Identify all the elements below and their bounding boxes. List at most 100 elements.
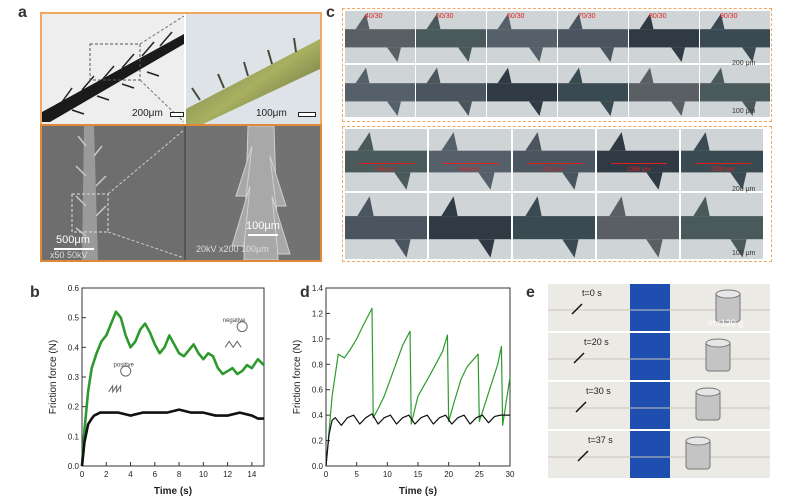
panel-d-letter: d: [300, 284, 310, 301]
spacing-marker: [443, 163, 499, 164]
panel-a-letter: a: [18, 4, 27, 21]
ratio-label: 60/30: [507, 13, 525, 20]
x-tick-label: 0: [324, 470, 329, 479]
x-tick-label: 14: [247, 470, 256, 479]
y-tick-label: 0.6: [68, 284, 80, 293]
scale-label: 100μm: [256, 108, 287, 119]
time-label: t=0 s: [582, 288, 602, 298]
c-top-micrograph-zoom: [487, 65, 557, 117]
y-tick-label: 1.0: [312, 335, 324, 344]
legend-positive-label: positive: [114, 363, 135, 369]
spacing-label: 912 μm: [543, 167, 564, 173]
optical-image-right: 100μm: [186, 14, 320, 124]
chart-d: 0 5 10 15 20 25 30 0.0 0.2 0.4 0.6 0.8 1.0 1.2 1.4 Time…: [292, 284, 515, 496]
c-top-micrograph: [345, 11, 415, 63]
series-line: [80, 310, 265, 467]
y-tick-label: 0.0: [312, 462, 324, 471]
panel-a-optical-frame: 200μm 100μm: [40, 12, 322, 126]
panel-b-letter: b: [30, 284, 40, 301]
scale-label: 200 μm: [732, 186, 756, 193]
x-tick-label: 15: [414, 470, 423, 479]
scale-bar: [298, 112, 316, 117]
series-line: [325, 413, 510, 467]
c-top-micrograph: [487, 11, 557, 63]
x-tick-label: 30: [506, 470, 515, 479]
x-tick-label: 8: [177, 470, 182, 479]
x-tick-label: 2: [104, 470, 109, 479]
panel-e-letter: e: [526, 284, 535, 301]
x-tick-label: 10: [199, 470, 208, 479]
panel-e-photo-stack: t=0 s t=20 s t=30 s t=37 s m=120 g: [548, 284, 770, 480]
y-tick-label: 0.6: [312, 386, 324, 395]
c-top-micrograph-zoom: [700, 65, 770, 117]
spacing-label: 456 μm: [375, 167, 396, 173]
scale-bar: [248, 234, 278, 236]
c-top-micrograph: [558, 11, 628, 63]
ratio-label: 70/30: [578, 13, 596, 20]
optical-image-left: 200μm: [42, 14, 184, 124]
ratio-label: 90/30: [720, 13, 738, 20]
c-top-micrograph: [700, 11, 770, 63]
panel-c-bottom-frame: 456 μm 666 μm 912 μm 1368 μm 2280 μm: [342, 126, 772, 262]
x-tick-label: 4: [128, 470, 133, 479]
plot-frame: [325, 287, 511, 467]
spacing-marker: [359, 163, 415, 164]
c-bottom-micrograph-zoom: [513, 193, 595, 259]
spacing-marker: [695, 163, 751, 164]
ratio-label: 40/30: [365, 13, 383, 20]
panel-c-bottom-grid: 456 μm 666 μm 912 μm 1368 μm 2280 μm: [345, 129, 769, 259]
x-axis-label: Time (s): [154, 486, 192, 496]
series-line: [325, 307, 511, 467]
y-tick-label: 0.0: [68, 462, 80, 471]
scale-label: 200 μm: [732, 60, 756, 67]
x-axis-label: Time (s): [399, 486, 437, 496]
scale-label: 200μm: [132, 108, 163, 119]
c-bottom-micrograph-zoom: [681, 193, 763, 259]
ratio-label: 50/30: [436, 13, 454, 20]
x-tick-label: 0: [80, 470, 85, 479]
time-label: t=37 s: [588, 435, 613, 445]
x-tick-label: 25: [475, 470, 484, 479]
x-tick-label: 6: [153, 470, 158, 479]
c-top-micrograph: [416, 11, 486, 63]
c-bottom-micrograph: [429, 129, 511, 191]
y-tick-label: 0.5: [68, 314, 80, 323]
c-top-micrograph-zoom: [629, 65, 699, 117]
chart-b: 0 2 4 6 8 10 12 14 0.0 0.1 0.2 0.3 0.4 0.5 0.6 Time (s)…: [48, 284, 265, 496]
spacing-marker: [611, 163, 667, 164]
spacing-label: 666 μm: [459, 167, 480, 173]
sem-image-right: 100μm 20kV x200 100μm: [186, 126, 320, 260]
spacing-label: 1368 μm: [627, 167, 651, 173]
y-tick-label: 1.2: [312, 309, 324, 318]
y-axis-label: Friction force (N): [292, 340, 303, 414]
c-top-micrograph-zoom: [416, 65, 486, 117]
y-tick-label: 0.2: [68, 403, 80, 412]
panel-c-top-frame: 40/30 50/30 60/30 70/30 80/30 90/30: [342, 8, 772, 122]
sliding-frame: [548, 382, 770, 429]
c-top-micrograph: [629, 11, 699, 63]
c-bottom-micrograph: [597, 129, 679, 191]
sliding-frame: [548, 431, 770, 478]
legend-negative-label: negative: [223, 318, 246, 324]
ratio-label: 80/30: [649, 13, 667, 20]
mass-label: m=120 g: [708, 318, 744, 328]
sem-image-left: 500μm x50 50kV: [42, 126, 184, 260]
sem-info: x50 50kV: [50, 250, 88, 260]
c-bottom-micrograph-zoom: [597, 193, 679, 259]
scale-bar: [54, 248, 94, 250]
x-tick-label: 12: [223, 470, 232, 479]
y-tick-label: 0.1: [68, 432, 80, 441]
panel-c-letter: c: [326, 4, 335, 21]
x-tick-label: 5: [354, 470, 359, 479]
legend-positive-icon: [108, 365, 132, 394]
c-bottom-micrograph: [513, 129, 595, 191]
scale-label: 100 μm: [732, 108, 756, 115]
scale-label: 100μm: [246, 220, 280, 232]
spacing-marker: [527, 163, 583, 164]
y-tick-label: 0.8: [312, 360, 324, 369]
sliding-frame: [548, 284, 770, 331]
sem-info: 20kV x200 100μm: [196, 244, 269, 254]
y-tick-label: 0.4: [312, 411, 324, 420]
time-label: t=20 s: [584, 337, 609, 347]
x-tick-label: 20: [444, 470, 453, 479]
